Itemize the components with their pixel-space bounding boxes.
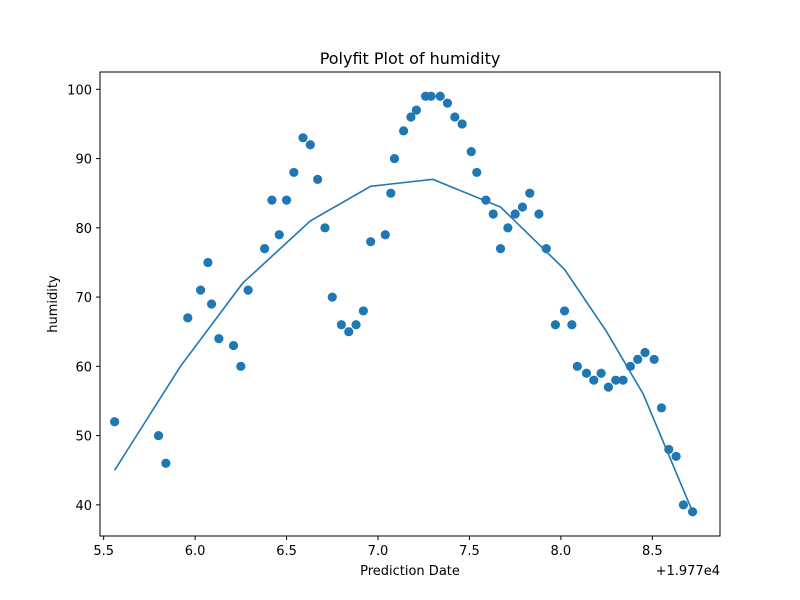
scatter-point [399,126,409,136]
scatter-point [435,91,445,101]
scatter-point [327,292,337,302]
y-axis-ticks: 40 50 60 70 80 90 100 [67,83,100,514]
x-tick-label: 8.5 [642,544,663,559]
y-axis-label: humidity [46,275,61,333]
scatter-point [267,195,277,205]
scatter-point [633,354,643,364]
scatter-point [161,458,171,468]
scatter-point [664,444,674,455]
scatter-point [195,285,206,295]
scatter-point [640,347,650,358]
scatter-point [488,209,498,219]
scatter-point [380,230,390,240]
plot-area [110,91,698,517]
scatter-point [472,167,482,178]
scatter-point [206,299,217,309]
scatter-point [228,340,239,351]
x-tick-label: 7.0 [368,544,389,559]
polyfit-line [113,178,694,513]
y-tick-label: 70 [75,291,92,306]
scatter-point [603,382,614,392]
scatter-point [298,133,308,143]
scatter-point [426,91,436,101]
scatter-point [581,368,592,378]
scatter-point [289,167,299,178]
y-tick-label: 90 [75,153,92,168]
scatter-point [541,244,551,254]
x-tick-label: 8.0 [551,544,572,559]
scatter-point [236,361,246,371]
scatter-point [336,320,347,330]
scatter-point [389,153,400,164]
scatter-point [305,140,315,150]
scatter-point [656,403,667,413]
scatter-point [450,112,460,122]
scatter-point [625,361,635,371]
scatter-point [495,244,506,254]
scatter-point [618,375,628,385]
scatter-point [671,451,681,461]
scatter-point [366,237,376,247]
chart-title: Polyfit Plot of humidity [320,49,501,68]
scatter-point [442,98,453,108]
y-tick-label: 80 [75,222,92,237]
scatter-point [358,306,368,316]
scatter-point [559,306,570,316]
scatter-point [466,147,476,157]
scatter-point [589,375,599,385]
x-tick-label: 6.0 [185,544,206,559]
scatter-point [611,375,621,385]
scatter-point [183,313,193,323]
scatter-point [481,195,491,205]
scatter-point [386,188,396,198]
scatter-point [411,105,421,115]
scatter-point [517,202,528,212]
scatter-point [344,327,354,337]
scatter-point [153,430,164,441]
scatter-point [567,320,577,330]
scatter-point [457,119,467,129]
scatter-point [351,320,361,330]
y-tick-label: 40 [75,499,92,514]
x-tick-label: 7.5 [459,544,480,559]
scatter-point [281,195,292,205]
scatter-point [110,417,120,427]
scatter-point [214,334,224,344]
scatter-point [525,188,535,198]
scatter-point [320,223,330,233]
x-tick-label: 5.5 [93,544,114,559]
y-tick-label: 50 [75,430,92,445]
scatter-point [503,223,513,233]
scatter-point [649,354,659,364]
y-tick-label: 100 [67,83,92,98]
scatter-point [274,230,284,240]
x-axis-offset-label: +1.977e4 [656,564,720,579]
scatter-point [313,174,323,184]
scatter-point [203,257,213,268]
scatter-point [550,320,561,330]
scatter-point [534,209,544,219]
axes-frame [99,71,721,537]
scatter-point [406,112,416,122]
scatter-point [596,368,606,378]
scatter-point [678,500,689,510]
scatter-point [243,285,253,295]
x-tick-label: 6.5 [276,544,297,559]
scatter-point [687,507,698,517]
scatter-point [260,244,270,254]
scatter-point [510,209,520,219]
scatter-point [572,361,582,371]
x-axis-label: Prediction Date [360,564,460,579]
x-axis-ticks: 5.5 6.0 6.5 7.0 7.5 8.0 8.5 [93,536,663,559]
y-tick-label: 60 [75,360,92,375]
